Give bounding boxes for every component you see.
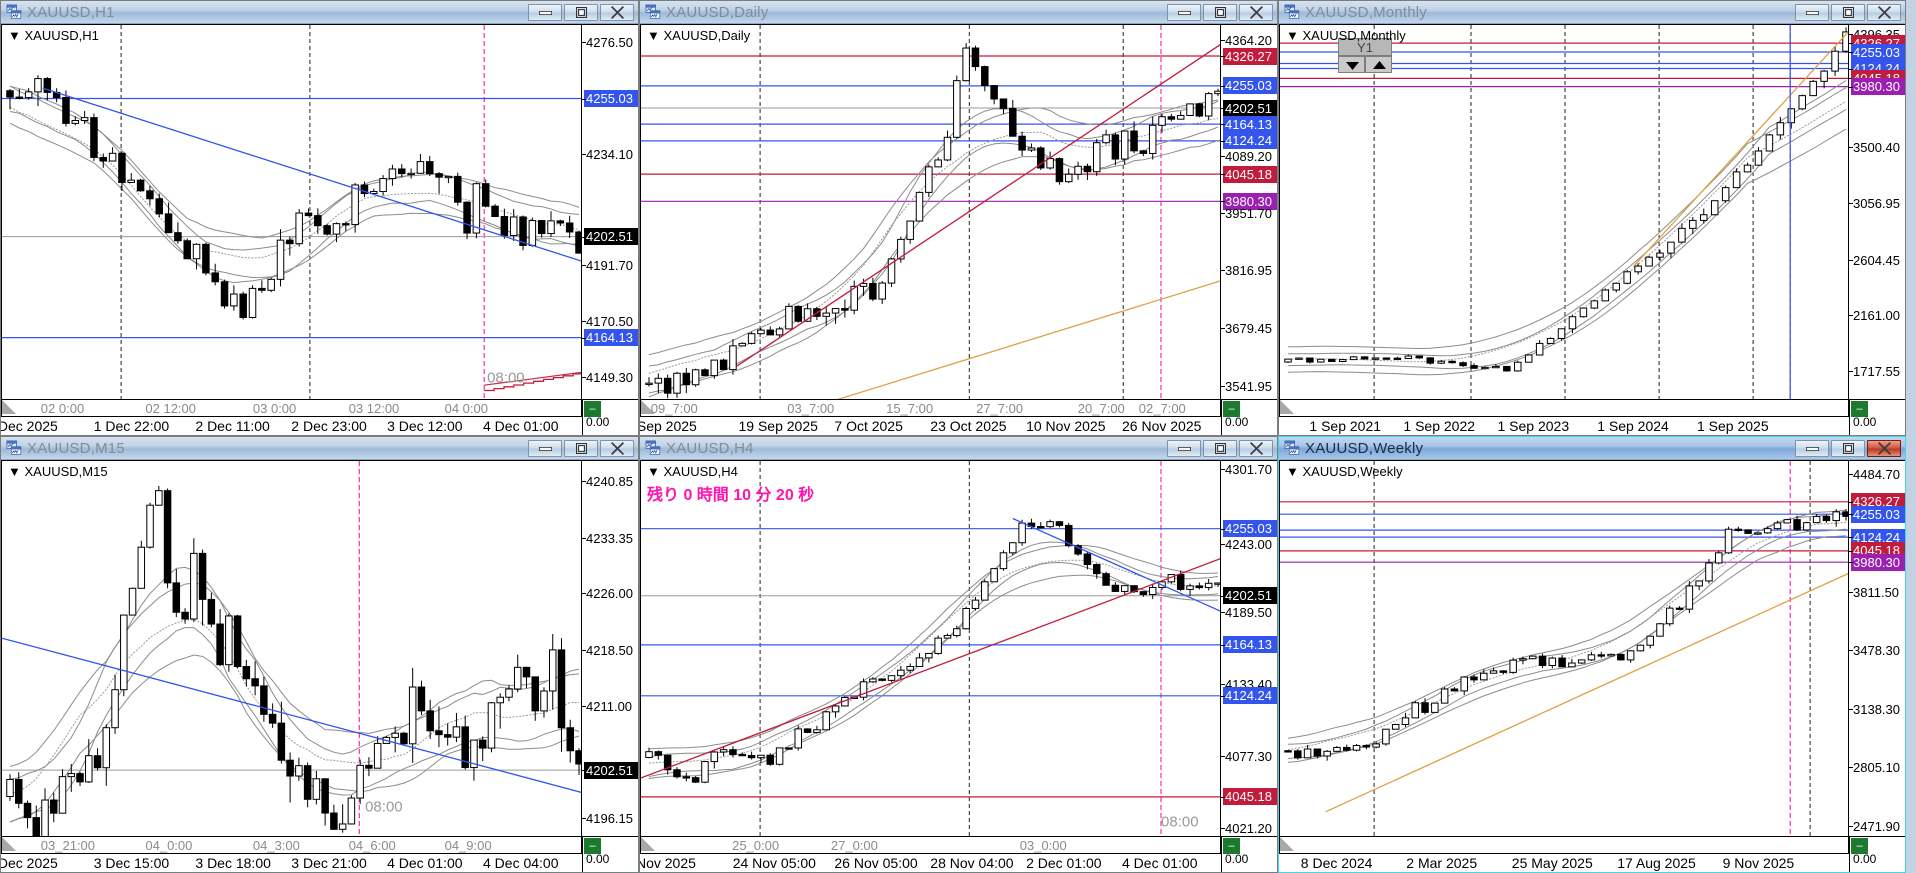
svg-text:08:00: 08:00 [365, 799, 403, 816]
svg-text:08:00: 08:00 [1161, 814, 1199, 831]
svg-text:08:00: 08:00 [487, 370, 525, 387]
